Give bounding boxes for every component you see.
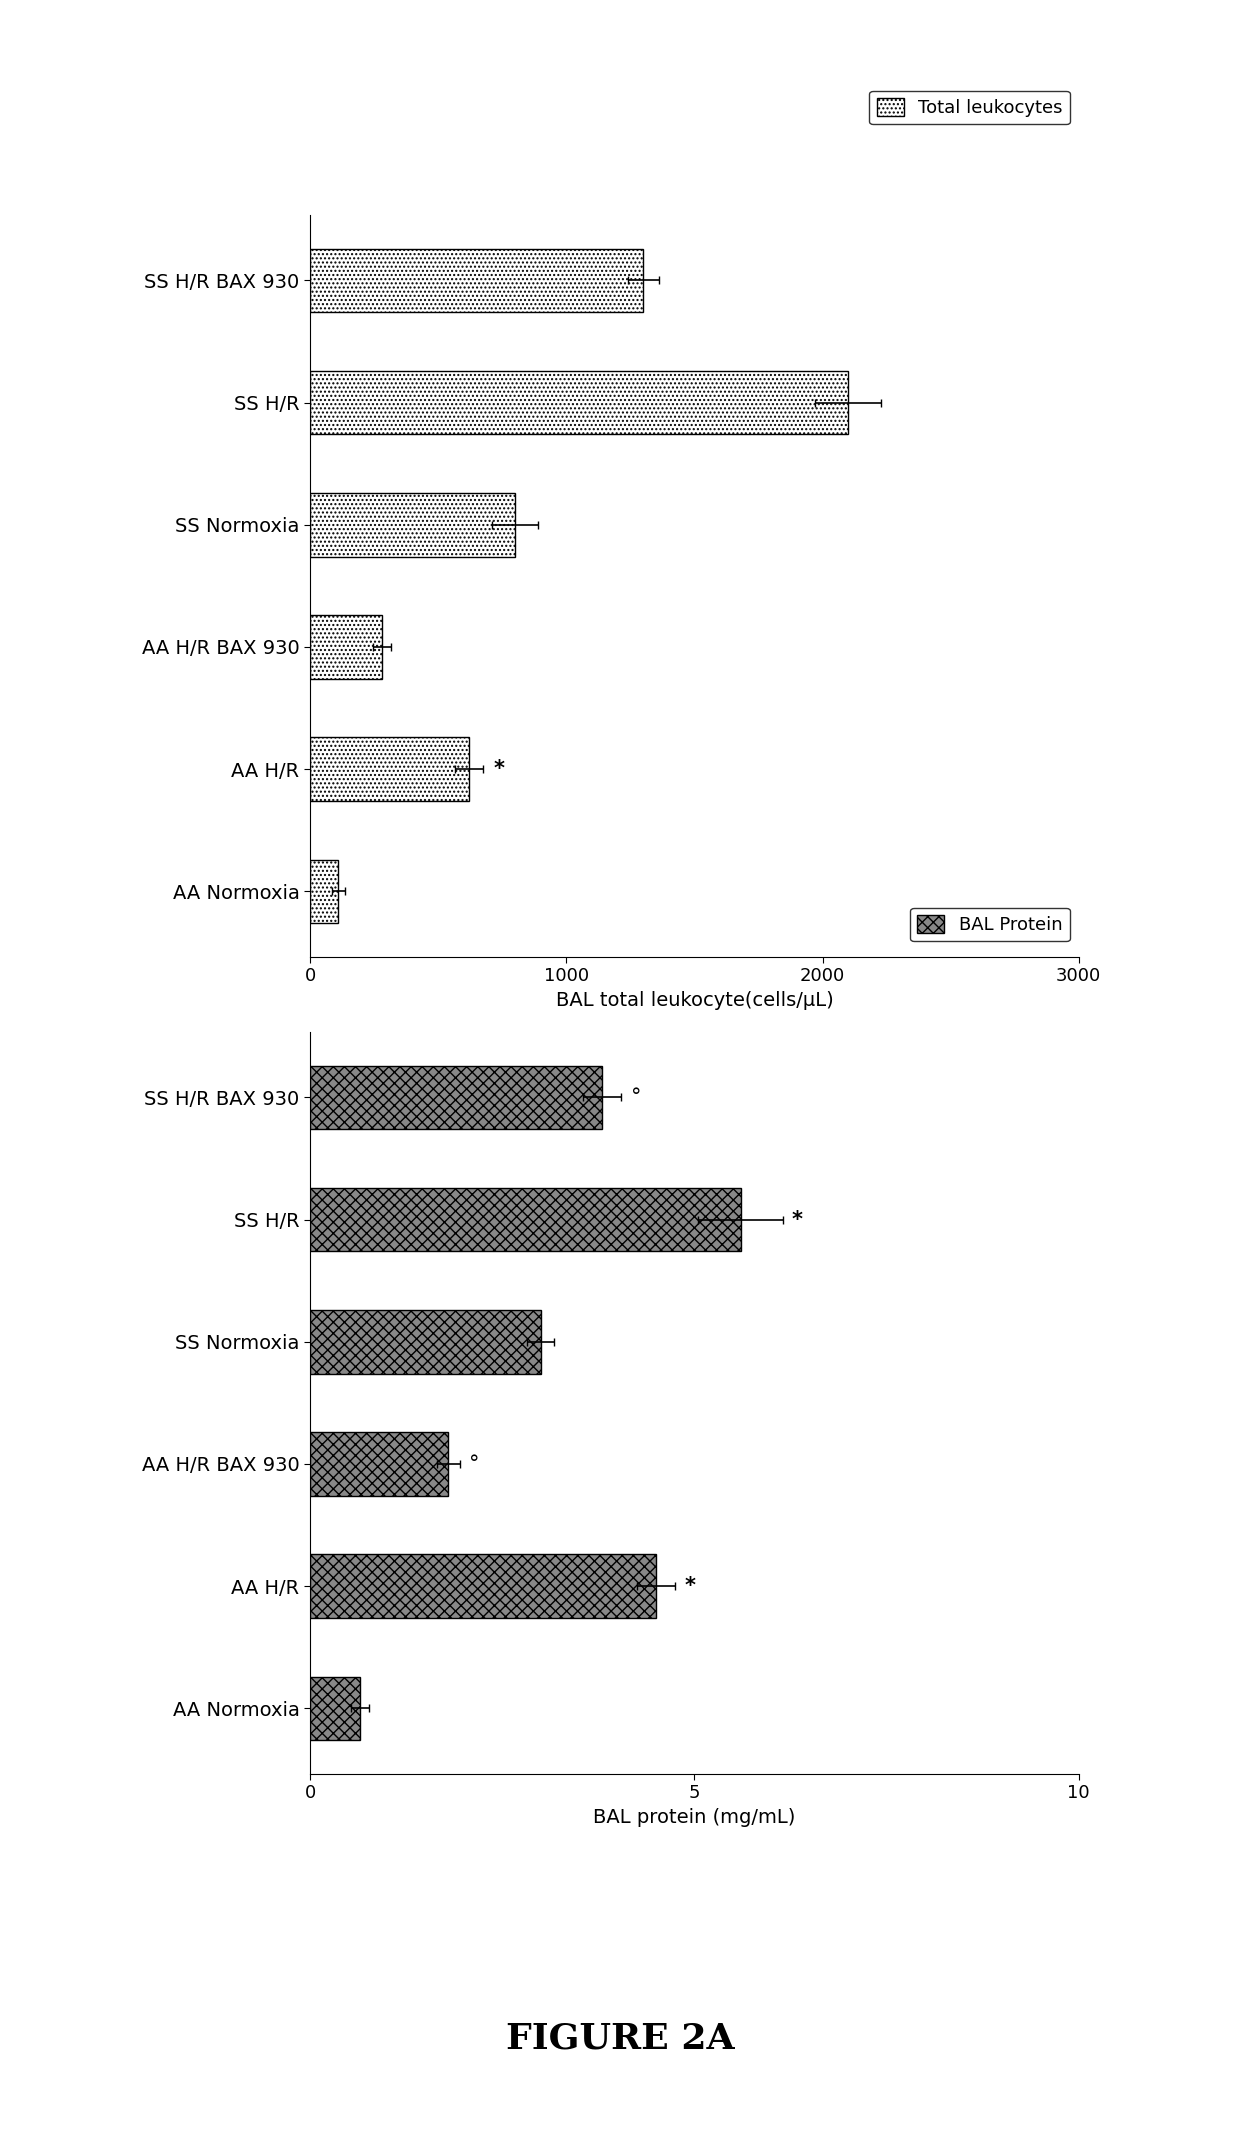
Legend: Total leukocytes: Total leukocytes: [869, 90, 1070, 125]
X-axis label: BAL total leukocyte(cells/μL): BAL total leukocyte(cells/μL): [556, 991, 833, 1010]
Legend: BAL Protein: BAL Protein: [910, 907, 1070, 942]
Bar: [310, 1677, 360, 1739]
Bar: [310, 615, 382, 679]
Bar: [310, 737, 469, 800]
Bar: [310, 1066, 603, 1129]
Bar: [310, 249, 644, 312]
Text: *: *: [684, 1576, 696, 1595]
Bar: [310, 1187, 740, 1251]
Bar: [310, 1432, 449, 1496]
Text: °: °: [631, 1088, 641, 1107]
Text: *: *: [792, 1210, 804, 1230]
Bar: [310, 1554, 656, 1617]
Text: *: *: [494, 759, 505, 778]
Bar: [310, 1309, 541, 1374]
Bar: [310, 860, 339, 922]
X-axis label: BAL protein (mg/mL): BAL protein (mg/mL): [593, 1808, 796, 1827]
Text: FIGURE 2A: FIGURE 2A: [506, 2021, 734, 2055]
Bar: [310, 492, 515, 557]
Text: °: °: [469, 1453, 480, 1475]
Bar: [310, 370, 848, 434]
